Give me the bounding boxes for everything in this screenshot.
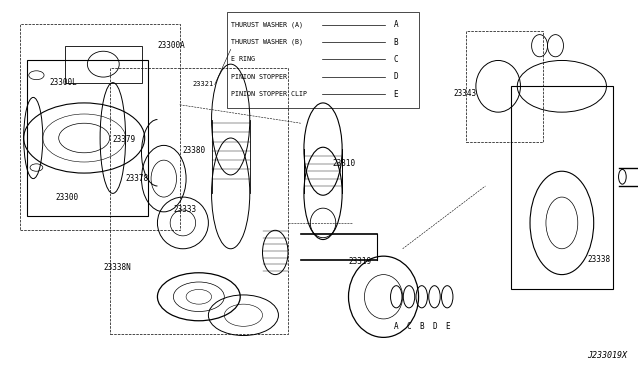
Text: D: D (394, 72, 398, 81)
Bar (109, 68, 288, 334)
Text: B: B (394, 38, 398, 46)
Text: E: E (394, 90, 398, 99)
Bar (27, 61, 148, 215)
Text: THURUST WASHER (B): THURUST WASHER (B) (230, 39, 303, 45)
Text: 23343: 23343 (454, 89, 477, 98)
Text: THURUST WASHER (A): THURUST WASHER (A) (230, 22, 303, 28)
Text: PINION STOPPER: PINION STOPPER (230, 74, 287, 80)
Text: D: D (432, 322, 436, 331)
Text: 23310: 23310 (333, 159, 356, 169)
Bar (467, 31, 543, 142)
Bar (20, 23, 180, 230)
Text: 23300: 23300 (56, 193, 79, 202)
Text: 23379: 23379 (112, 135, 135, 144)
Text: C: C (394, 55, 398, 64)
Text: 23300L: 23300L (49, 78, 77, 87)
Text: PINION STOPPER CLIP: PINION STOPPER CLIP (230, 91, 307, 97)
Text: A: A (394, 322, 399, 331)
Text: 23338N: 23338N (103, 263, 131, 272)
Text: E RING: E RING (230, 56, 255, 62)
Text: 23380: 23380 (183, 147, 206, 155)
Text: 23300A: 23300A (157, 41, 185, 50)
Text: 23321: 23321 (193, 81, 214, 87)
Bar (511, 86, 613, 289)
Text: B: B (419, 322, 424, 331)
Bar (227, 13, 419, 109)
Bar (65, 46, 141, 83)
Text: C: C (406, 322, 412, 331)
Text: E: E (445, 322, 449, 331)
Text: J233019X: J233019X (588, 351, 627, 360)
Text: 23338: 23338 (588, 255, 611, 264)
Text: A: A (394, 20, 398, 29)
Text: 23319: 23319 (349, 257, 372, 266)
Text: 23378: 23378 (125, 174, 148, 183)
Text: 23333: 23333 (173, 205, 196, 215)
